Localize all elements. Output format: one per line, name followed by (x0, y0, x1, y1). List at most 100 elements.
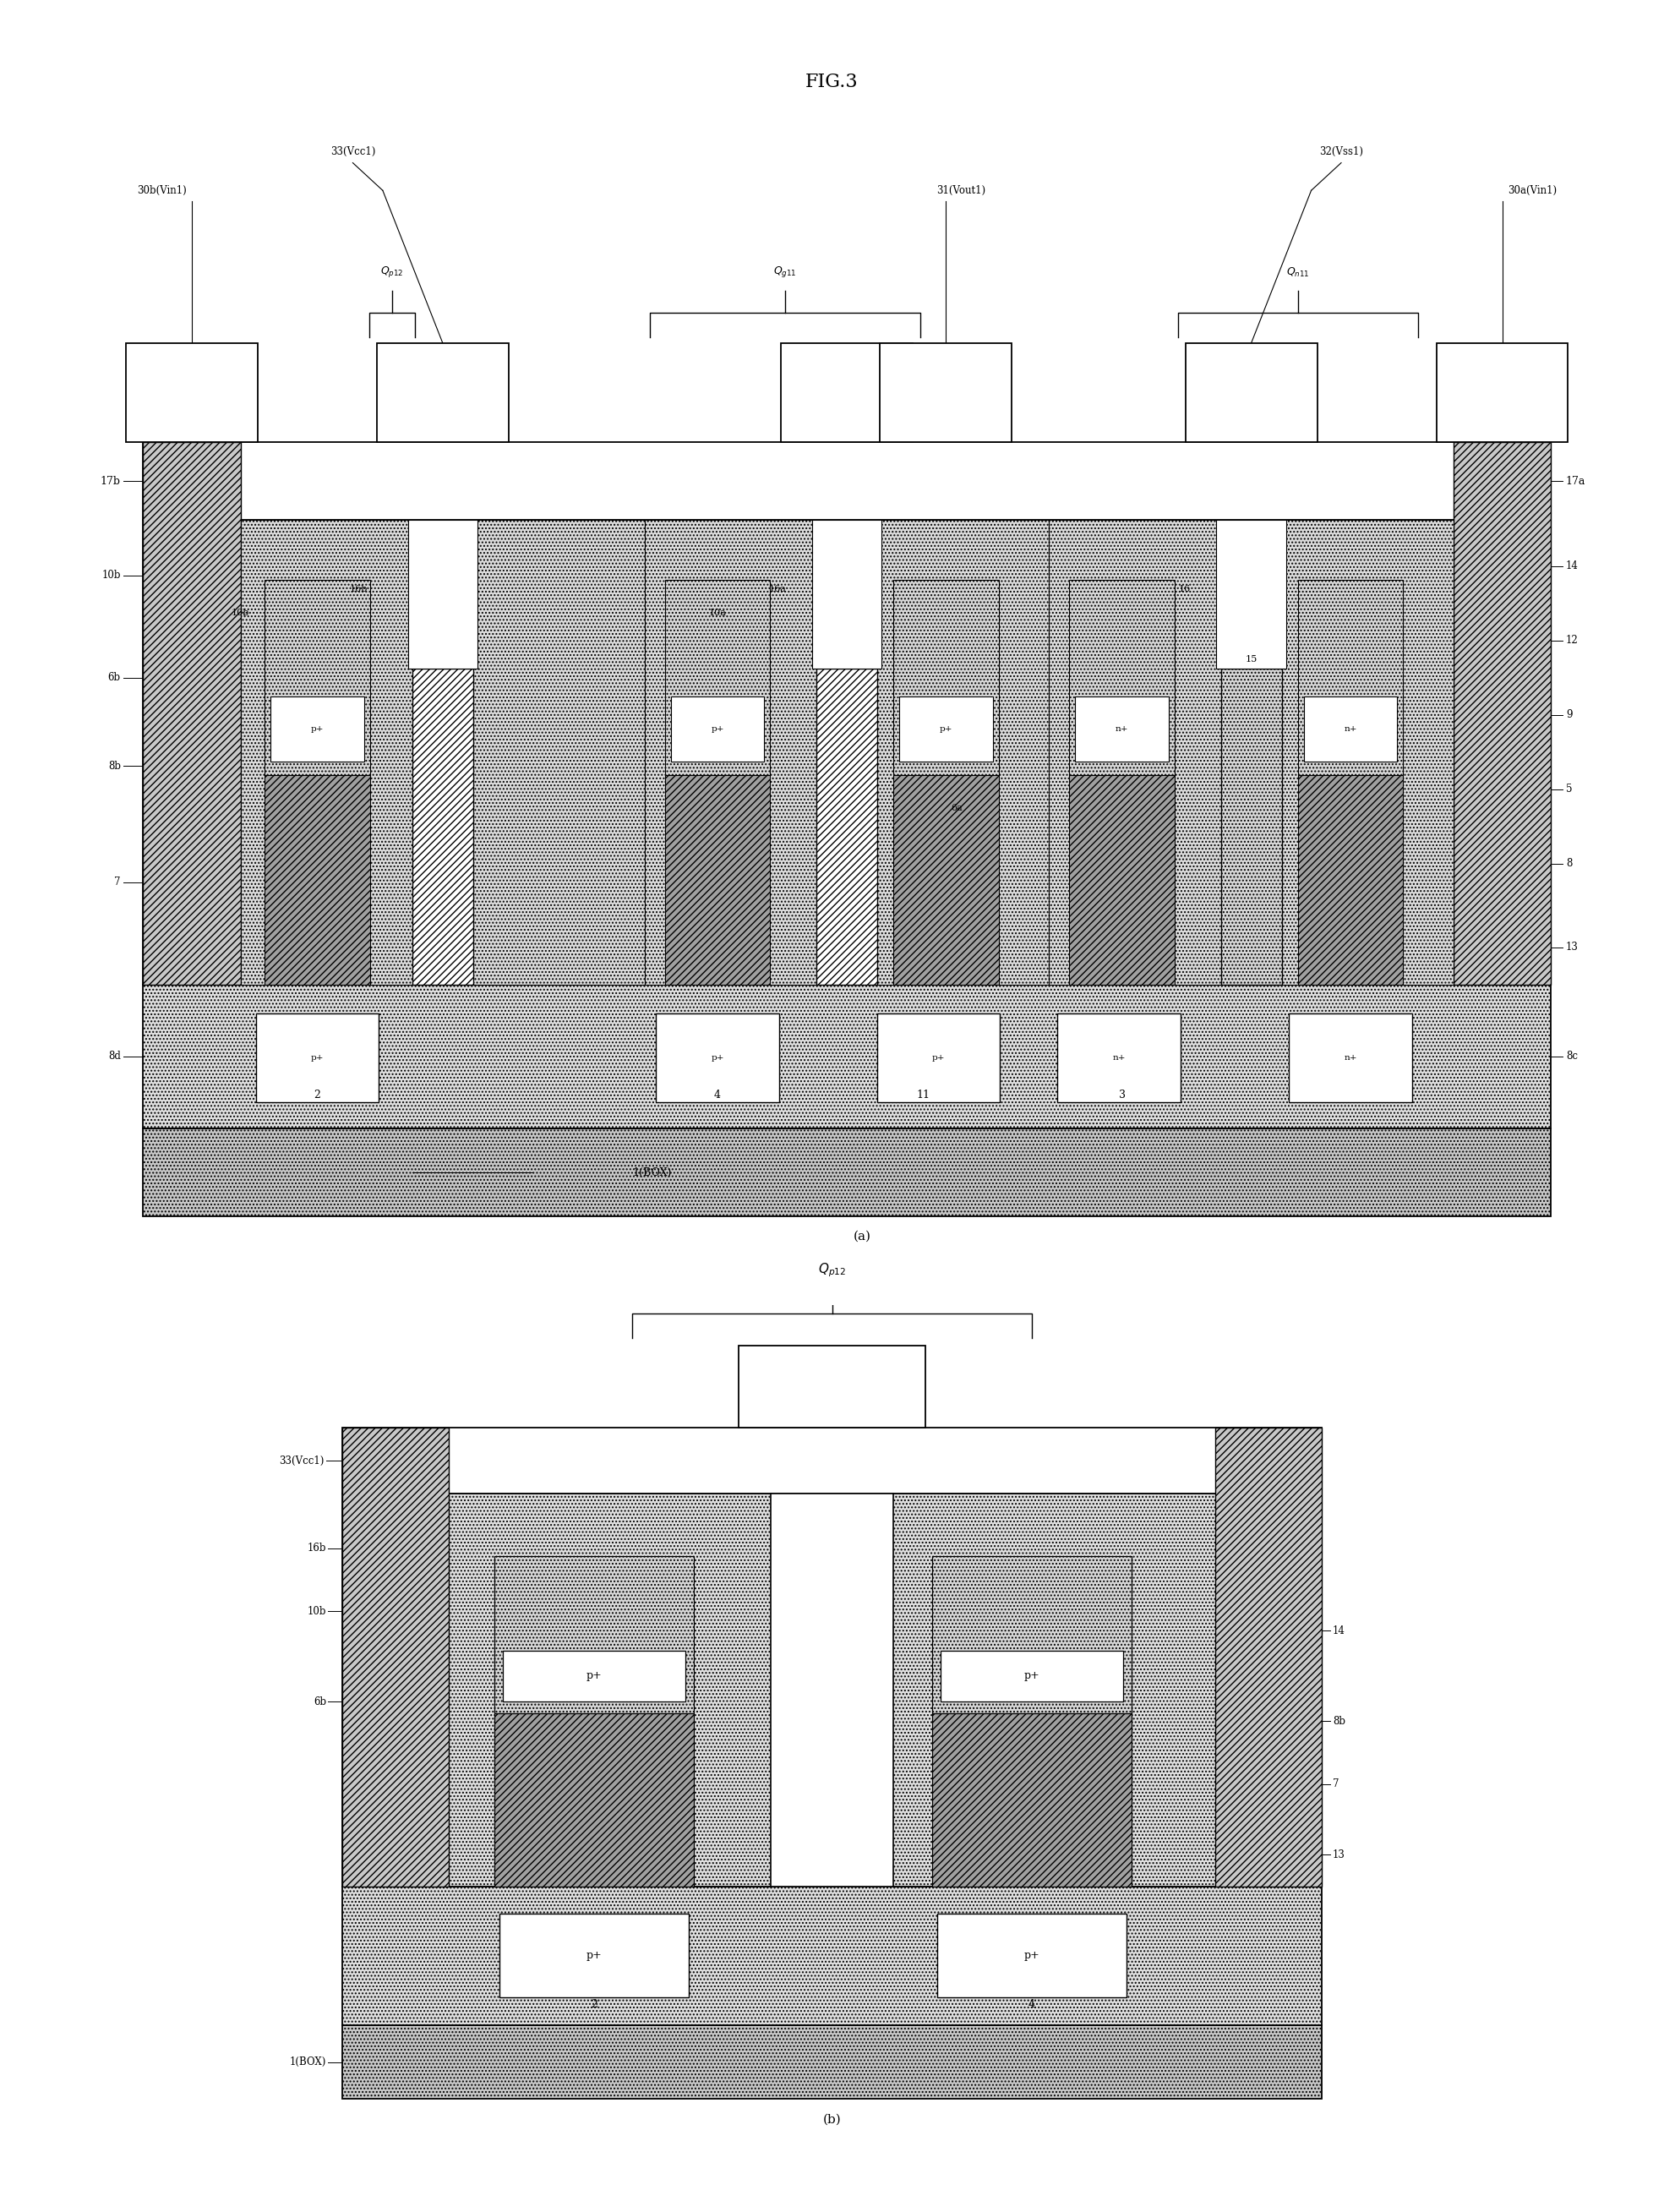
Bar (940, 1650, 1123, 1701)
Text: n+: n+ (1345, 1053, 1356, 1062)
Text: p+: p+ (711, 726, 724, 732)
Bar (343, 1493, 1321, 1887)
Bar (894, 774, 998, 984)
Text: 8b: 8b (108, 761, 121, 772)
Bar (1050, 520, 1454, 984)
Text: 10b: 10b (102, 571, 121, 582)
Bar (894, 580, 998, 774)
Text: 16a: 16a (769, 586, 787, 593)
Bar (413, 668, 473, 984)
Bar (376, 343, 509, 442)
Bar (1305, 697, 1398, 761)
Bar (1436, 343, 1567, 442)
Bar (143, 520, 1551, 984)
Bar (408, 520, 478, 668)
Text: $Q_{g11}$: $Q_{g11}$ (774, 265, 797, 279)
Text: n+: n+ (1115, 726, 1128, 732)
Text: 9: 9 (1566, 710, 1572, 721)
Bar (739, 1345, 925, 1429)
Text: 30a(Vin1): 30a(Vin1) (1508, 186, 1558, 197)
Bar (143, 442, 241, 984)
Text: 8: 8 (1566, 858, 1572, 869)
Bar (666, 774, 770, 984)
Text: (a): (a) (854, 1230, 870, 1243)
Bar (126, 343, 258, 442)
Text: p+: p+ (311, 726, 324, 732)
Bar (494, 1557, 694, 1714)
Bar (343, 2026, 1321, 2099)
Bar (1454, 442, 1551, 984)
Text: p+: p+ (586, 1670, 602, 1681)
Text: n+: n+ (1113, 1053, 1125, 1062)
Text: 3: 3 (1118, 1091, 1125, 1099)
Bar (143, 1128, 1551, 1217)
Text: 6a: 6a (950, 803, 962, 812)
Bar (1070, 580, 1175, 774)
Bar (499, 1913, 689, 1997)
Bar (1290, 1013, 1411, 1102)
Text: p+: p+ (940, 726, 952, 732)
Text: 1(BOX): 1(BOX) (290, 2057, 326, 2068)
Bar (1058, 1013, 1180, 1102)
Text: 11: 11 (917, 1091, 930, 1099)
Bar (1216, 520, 1286, 668)
Text: 10a: 10a (709, 608, 727, 617)
Text: p+: p+ (1023, 1670, 1040, 1681)
Bar (494, 1714, 694, 1887)
Text: 14: 14 (1333, 1626, 1345, 1637)
Bar (1215, 1429, 1321, 1887)
Bar (877, 1013, 1000, 1102)
Text: p+: p+ (586, 1951, 602, 1962)
Bar (1298, 580, 1403, 774)
Text: 8b: 8b (1333, 1717, 1345, 1728)
Bar (143, 984, 1551, 1128)
Bar (937, 1913, 1127, 1997)
Text: 4: 4 (714, 1091, 721, 1099)
Bar (1221, 668, 1281, 984)
Bar (656, 1013, 779, 1102)
Text: p+: p+ (311, 1053, 324, 1062)
Bar (1185, 343, 1318, 442)
Text: 7: 7 (115, 876, 121, 887)
Bar (343, 1429, 449, 1887)
Text: p+: p+ (1023, 1951, 1040, 1962)
Bar (812, 520, 882, 668)
Bar (1298, 774, 1403, 984)
Text: 14: 14 (1566, 562, 1579, 571)
Bar (666, 580, 770, 774)
Text: FIG.3: FIG.3 (805, 73, 859, 91)
Text: 4: 4 (1028, 2000, 1035, 2011)
Bar (343, 1429, 1321, 1493)
Bar (1075, 697, 1168, 761)
Text: 12: 12 (1566, 635, 1577, 646)
Text: 16: 16 (1180, 586, 1191, 593)
Text: 33(Vcc1): 33(Vcc1) (280, 1455, 324, 1467)
Bar (1070, 774, 1175, 984)
Bar (265, 580, 369, 774)
Text: 17a: 17a (1566, 476, 1586, 487)
Bar (671, 697, 764, 761)
Text: 10b: 10b (308, 1606, 326, 1617)
Bar (241, 520, 646, 984)
Bar (143, 442, 1551, 520)
Text: 10b: 10b (231, 608, 250, 617)
Text: p+: p+ (711, 1053, 724, 1062)
Text: 13: 13 (1333, 1849, 1345, 1860)
Bar (256, 1013, 379, 1102)
Text: 30b(Vin1): 30b(Vin1) (136, 186, 186, 197)
Text: 16b: 16b (308, 1542, 326, 1553)
Text: 16b: 16b (349, 586, 368, 593)
Text: 1(BOX): 1(BOX) (632, 1168, 672, 1177)
Bar (932, 1557, 1132, 1714)
Text: 6b: 6b (313, 1697, 326, 1708)
Text: (b): (b) (822, 2112, 842, 2126)
Text: 7: 7 (1333, 1778, 1340, 1790)
Text: 2: 2 (591, 2000, 597, 2011)
Bar (880, 343, 1012, 442)
Bar (780, 343, 914, 442)
Text: n+: n+ (1345, 726, 1356, 732)
Text: 32(Vss1): 32(Vss1) (1320, 146, 1363, 157)
Text: 31(Vout1): 31(Vout1) (937, 186, 985, 197)
Bar (503, 1650, 686, 1701)
Text: 8c: 8c (1566, 1051, 1577, 1062)
